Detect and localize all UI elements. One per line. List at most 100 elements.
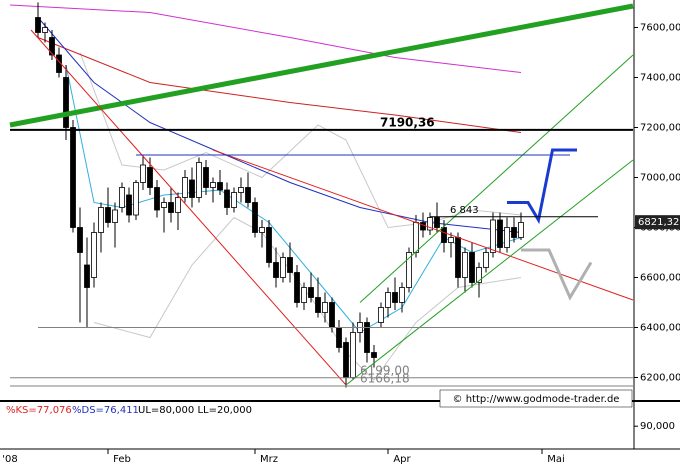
y-tick-label: 6400,00 bbox=[640, 323, 680, 334]
candle-body bbox=[504, 227, 510, 248]
candle-body bbox=[490, 219, 496, 253]
watermark-box bbox=[439, 389, 633, 408]
candle-body bbox=[301, 287, 307, 303]
indicator-d-label: %DS=76,411 bbox=[72, 405, 139, 416]
x-tick-label: Feb bbox=[113, 454, 131, 465]
candle-body bbox=[203, 167, 209, 188]
candle-body bbox=[70, 127, 76, 228]
candle-body bbox=[231, 192, 237, 208]
y-tick-label: 6600,00 bbox=[640, 273, 680, 284]
candle-body bbox=[448, 237, 454, 243]
candle-body bbox=[91, 232, 97, 278]
candle-body bbox=[371, 352, 377, 358]
line bbox=[9, 4, 522, 73]
candle-body bbox=[287, 257, 293, 273]
line bbox=[37, 17, 522, 233]
candle-body bbox=[133, 182, 139, 216]
candle-body bbox=[441, 227, 447, 243]
candle-body bbox=[455, 237, 461, 278]
level-label: 6199,00 bbox=[360, 363, 410, 377]
candle-body bbox=[112, 209, 118, 223]
line bbox=[37, 37, 522, 133]
candle-body bbox=[511, 227, 517, 238]
candle-body bbox=[238, 187, 244, 193]
candle-body bbox=[98, 207, 104, 233]
candle-body bbox=[343, 342, 349, 378]
candle-body bbox=[406, 252, 412, 288]
x-tick-label: Mrz bbox=[260, 454, 278, 465]
x-tick-label: Apr bbox=[393, 454, 411, 465]
y-tick-label: 7200,00 bbox=[640, 123, 680, 134]
candle-body bbox=[483, 252, 489, 268]
level-label: 6 843 bbox=[450, 205, 479, 216]
indicator-limits-label: UL=80,000 LL=20,000 bbox=[138, 405, 252, 416]
line bbox=[359, 54, 634, 303]
candle-body bbox=[518, 222, 524, 238]
candle-body bbox=[147, 167, 153, 188]
candle-body bbox=[210, 182, 216, 188]
line bbox=[212, 149, 634, 301]
candle-body bbox=[315, 297, 321, 313]
candle-body bbox=[294, 272, 300, 303]
candle-body bbox=[469, 252, 475, 283]
line bbox=[521, 248, 593, 301]
candle-body bbox=[259, 227, 265, 233]
line bbox=[9, 3, 634, 128]
candle-body bbox=[420, 222, 426, 231]
candle-body bbox=[196, 162, 202, 198]
candle-body bbox=[273, 262, 279, 278]
candle-body bbox=[35, 17, 41, 33]
line bbox=[507, 148, 577, 225]
candle-body bbox=[350, 332, 356, 378]
candle-body bbox=[84, 264, 90, 288]
candle-body bbox=[49, 37, 55, 56]
candle-body bbox=[392, 292, 398, 303]
x-tick-label: Mai bbox=[547, 454, 565, 465]
candle-body bbox=[399, 287, 405, 303]
candle-body bbox=[168, 202, 174, 213]
candle-body bbox=[42, 27, 48, 33]
candle-body bbox=[364, 322, 370, 353]
y-tick-label: 7400,00 bbox=[640, 73, 680, 84]
candle-body bbox=[497, 219, 503, 248]
watermark: © http://www.godmode-trader.de bbox=[453, 394, 620, 405]
candle-body bbox=[252, 202, 258, 233]
candle-body bbox=[77, 227, 83, 253]
candle-body bbox=[217, 182, 223, 191]
candle-body bbox=[63, 77, 69, 128]
x-tick-label: '08 bbox=[2, 454, 17, 465]
last-price-box bbox=[635, 215, 680, 230]
level-label: 7190,36 bbox=[380, 115, 435, 129]
candle-body bbox=[182, 177, 188, 198]
candle-body bbox=[119, 187, 125, 208]
indicator-k-label: %KS=77,076 bbox=[6, 405, 72, 416]
candle-body bbox=[413, 222, 419, 253]
candle-body bbox=[462, 252, 468, 278]
y-tick-label: 7000,00 bbox=[640, 173, 680, 184]
candle-body bbox=[434, 217, 440, 228]
last-price-label: 6821,32 bbox=[638, 217, 679, 228]
candle-body bbox=[140, 164, 146, 183]
candle-body bbox=[175, 197, 181, 213]
candle-body bbox=[322, 302, 328, 313]
candle-body bbox=[224, 189, 230, 208]
candle-body bbox=[161, 202, 167, 208]
y-tick-label: 7600,00 bbox=[640, 23, 680, 34]
candle-body bbox=[385, 292, 391, 308]
candle-body bbox=[427, 217, 433, 231]
candle-body bbox=[329, 302, 335, 328]
indicator-tick-label: 90,000 bbox=[640, 421, 675, 432]
candle-body bbox=[378, 307, 384, 323]
candle-body bbox=[126, 194, 132, 216]
candle-body bbox=[266, 227, 272, 263]
candle-body bbox=[308, 287, 314, 298]
line bbox=[345, 159, 634, 386]
candle-body bbox=[336, 327, 342, 348]
line bbox=[30, 29, 347, 386]
y-tick-label: 6200,00 bbox=[640, 373, 680, 384]
candle-body bbox=[476, 267, 482, 283]
candle-body bbox=[280, 257, 286, 278]
